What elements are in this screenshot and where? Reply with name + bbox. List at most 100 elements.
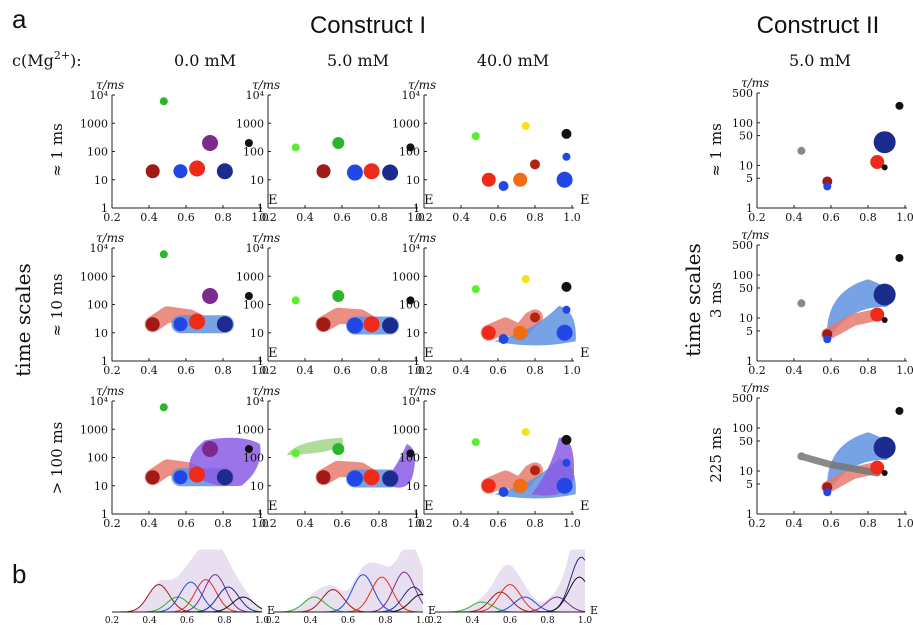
data-point (332, 136, 345, 149)
x-tick-label: 0.2 (103, 517, 121, 530)
data-point (870, 307, 885, 322)
data-point (471, 285, 480, 294)
hist-tick-label: 0.2 (428, 616, 442, 625)
x-tick-label: 0.2 (103, 211, 121, 224)
x-tick-label: 0.8 (859, 211, 877, 224)
data-point (895, 253, 904, 262)
x-tick-label: 0.4 (785, 517, 803, 530)
hist-tick-label: 0.6 (180, 616, 195, 625)
x-tick-label: 0.4 (452, 517, 470, 530)
hist-tick-label: 0.4 (303, 616, 318, 625)
data-point (346, 164, 363, 181)
data-point (244, 291, 253, 300)
data-point (471, 132, 480, 141)
data-point (561, 434, 572, 445)
data-point (244, 444, 253, 453)
panel-a-label: a (12, 4, 27, 34)
hist-tick-label: 0.8 (540, 616, 555, 625)
data-point (895, 406, 904, 415)
data-point (481, 325, 496, 340)
data-point (562, 458, 571, 467)
y-axis-label: τ/ms (96, 231, 124, 245)
x-axis-letter: E (580, 193, 590, 208)
data-point (797, 146, 806, 155)
hist-tick-label: 1.0 (578, 616, 593, 625)
data-point (513, 172, 528, 187)
y-tick-label: 100 (243, 146, 264, 159)
y-tick-label: 100 (399, 299, 420, 312)
x-tick-label: 0.4 (785, 364, 803, 377)
data-point (382, 164, 399, 181)
data-point (189, 160, 206, 177)
data-point (363, 316, 380, 333)
y-tick-label: 1000 (392, 423, 420, 436)
x-tick-label: 0.8 (214, 517, 232, 530)
y-axis-label: τ/ms (741, 228, 769, 242)
data-point (173, 164, 188, 179)
y-tick-label: 50 (739, 130, 753, 143)
y-tick-label: 10 (250, 480, 264, 493)
y-axis-label: τ/ms (408, 78, 436, 92)
x-axis-letter: E (580, 346, 590, 361)
x-tick-label: 1.0 (896, 364, 913, 377)
y-tick-label: 100 (732, 422, 753, 435)
x-tick-label: 1.0 (407, 211, 425, 224)
hist-tick-label: 0.8 (217, 616, 232, 625)
y-tick-label: 1 (257, 355, 264, 368)
x-tick-label: 1.0 (896, 517, 913, 530)
data-point (562, 305, 571, 314)
y-tick-label: 1 (746, 508, 753, 521)
y-tick-label: 10⁴ (402, 89, 421, 102)
data-point (346, 470, 363, 487)
y-tick-label: 10 (406, 480, 420, 493)
x-tick-label: 0.8 (370, 364, 388, 377)
x-tick-label: 0.4 (140, 517, 158, 530)
y-tick-label: 500 (732, 392, 753, 405)
x-tick-label: 0.2 (259, 517, 277, 530)
y-tick-label: 1000 (80, 117, 108, 130)
x-tick-label: 0.2 (748, 517, 766, 530)
row-label-c2: 3 ms (707, 282, 725, 318)
data-point (530, 465, 540, 476)
hist-tick-label: 0.4 (465, 616, 480, 625)
y-tick-label: 50 (739, 435, 753, 448)
data-point (216, 316, 233, 333)
y-axis-label: τ/ms (408, 384, 436, 398)
data-point (145, 317, 160, 332)
y-tick-label: 100 (243, 299, 264, 312)
condition-label: 40.0 mM (477, 51, 549, 70)
x-tick-label: 1.0 (563, 364, 581, 377)
data-point (530, 312, 540, 323)
x-tick-label: 0.4 (296, 211, 314, 224)
y-tick-label: 1 (257, 202, 264, 215)
y-tick-label: 1 (413, 202, 420, 215)
y-axis-label: τ/ms (252, 78, 280, 92)
row-label: ≈ 1 ms (48, 123, 66, 177)
data-point (521, 121, 530, 130)
data-point (556, 171, 573, 188)
y-tick-label: 10 (739, 312, 753, 325)
x-tick-label: 0.2 (259, 364, 277, 377)
x-axis-letter: E (268, 499, 278, 514)
data-point (189, 313, 206, 330)
cluster-red (821, 308, 884, 341)
hist-tick-label: 0.8 (378, 616, 393, 625)
x-tick-label: 1.0 (251, 517, 269, 530)
panel-b-label: b (12, 559, 26, 589)
y-tick-label: 10 (739, 159, 753, 172)
data-point (202, 134, 219, 151)
y-axis-label: τ/ms (252, 231, 280, 245)
data-point (530, 159, 540, 170)
construct2-title: Construct II (757, 12, 880, 39)
y-tick-label: 1000 (80, 270, 108, 283)
x-tick-label: 0.8 (370, 211, 388, 224)
x-tick-label: 0.2 (259, 211, 277, 224)
data-point (870, 460, 885, 475)
x-tick-label: 1.0 (251, 364, 269, 377)
